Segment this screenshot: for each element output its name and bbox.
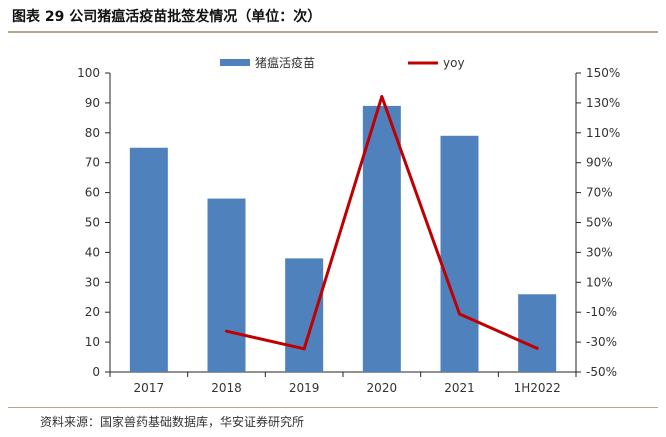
left-tick-label: 60 bbox=[85, 186, 100, 200]
yoy-point bbox=[535, 346, 539, 350]
right-tick-label: 90% bbox=[586, 156, 613, 170]
chart: 0 10 20 30 40 50 60 70 80 90 100 -50% -30% -10% 10% 30%… bbox=[77, 55, 620, 395]
x-tick-label: 2017 bbox=[134, 381, 165, 395]
right-tick-label: 110% bbox=[586, 126, 620, 140]
yoy-point bbox=[458, 312, 461, 316]
left-tick-label: 70 bbox=[85, 156, 100, 170]
left-tick-label: 30 bbox=[85, 275, 100, 289]
bar bbox=[285, 258, 324, 372]
left-tick-label: 0 bbox=[92, 365, 100, 379]
bar-series bbox=[129, 105, 557, 372]
chart-axes: 0 10 20 30 40 50 60 70 80 90 100 -50% -30% -10% 10% 30%… bbox=[77, 66, 620, 395]
right-tick-label: -50% bbox=[586, 365, 617, 379]
bar bbox=[362, 105, 401, 372]
right-tick-label: 30% bbox=[586, 245, 613, 259]
yoy-series bbox=[225, 95, 539, 351]
x-tick-label: 2020 bbox=[367, 381, 398, 395]
bar bbox=[129, 147, 168, 372]
left-tick-label: 100 bbox=[77, 66, 100, 80]
chart-title: 图表 29 公司猪瘟活疫苗批签发情况（单位：次） bbox=[12, 9, 322, 25]
yoy-point bbox=[302, 347, 306, 351]
legend: 猪瘟活疫苗 yoy bbox=[220, 55, 465, 70]
right-tick-label: 50% bbox=[586, 216, 613, 230]
left-tick-label: 20 bbox=[85, 305, 100, 319]
bar bbox=[518, 294, 557, 372]
bar bbox=[440, 135, 479, 372]
right-tick-label: 130% bbox=[586, 96, 620, 110]
source-divider bbox=[8, 407, 658, 408]
x-tick-label: 2021 bbox=[444, 381, 475, 395]
x-tick-label: 2018 bbox=[211, 381, 242, 395]
legend-bar-label: 猪瘟活疫苗 bbox=[255, 55, 315, 70]
right-tick-label: 70% bbox=[586, 186, 613, 200]
right-tick-label: 10% bbox=[586, 275, 613, 289]
left-tick-label: 10 bbox=[85, 335, 100, 349]
bar bbox=[207, 198, 246, 372]
right-tick-label: 150% bbox=[586, 66, 620, 80]
left-tick-label: 50 bbox=[85, 216, 100, 230]
yoy-point bbox=[225, 329, 228, 333]
source-note: 资料来源：国家兽药基础数据库，华安证券研究所 bbox=[40, 415, 305, 429]
x-tick-label: 1H2022 bbox=[514, 381, 561, 395]
yoy-point bbox=[380, 95, 384, 99]
legend-line-label: yoy bbox=[443, 56, 465, 70]
left-tick-label: 80 bbox=[85, 126, 100, 140]
left-tick-label: 40 bbox=[85, 245, 100, 259]
left-tick-label: 90 bbox=[85, 96, 100, 110]
right-tick-label: -10% bbox=[586, 305, 617, 319]
title-divider bbox=[8, 31, 658, 33]
x-tick-label: 2019 bbox=[289, 381, 320, 395]
legend-bar-swatch bbox=[220, 59, 250, 66]
right-tick-label: -30% bbox=[586, 335, 617, 349]
